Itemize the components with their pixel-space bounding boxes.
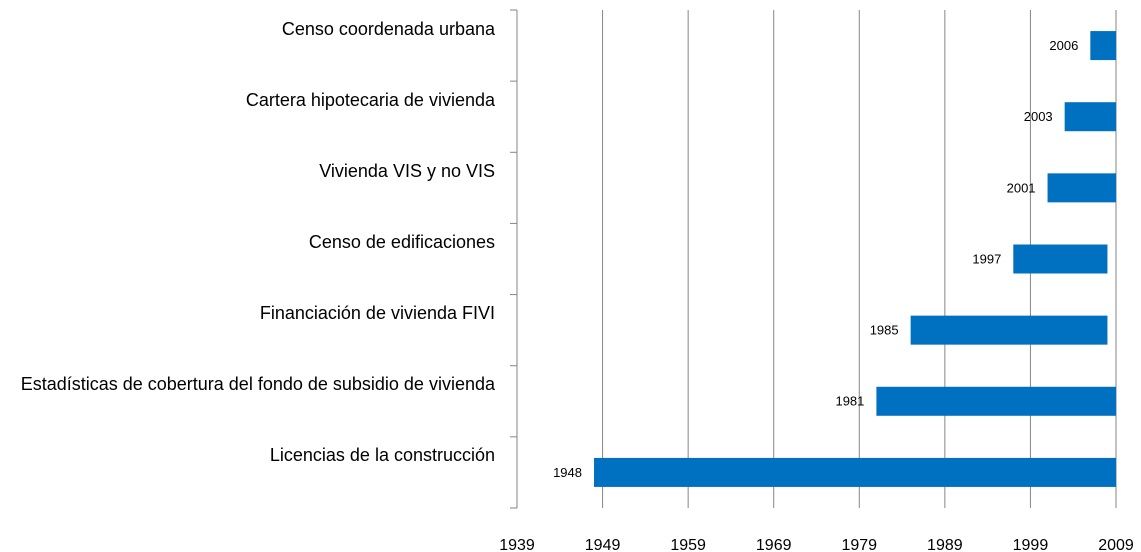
x-tick-label: 1979 xyxy=(841,537,877,552)
y-tick-label: Cartera hipotecaria de vivienda xyxy=(245,89,495,110)
value-label: 1985 xyxy=(870,323,899,338)
y-tick-label: Licencias de la construcción xyxy=(269,445,495,466)
category-label-box: Cartera hipotecaria de vivienda xyxy=(0,88,495,112)
value-label: 1997 xyxy=(972,251,1001,266)
bar xyxy=(1090,31,1116,61)
value-label: 1948 xyxy=(553,465,582,480)
category-label-box: Vivienda VIS y no VIS xyxy=(0,159,495,183)
category-label-box: Financiación de vivienda FIVI xyxy=(0,301,495,325)
y-tick-label: Vivienda VIS y no VIS xyxy=(319,160,495,181)
category-label-box: Estadísticas de cobertura del fondo de s… xyxy=(0,372,495,396)
x-tick-label: 1949 xyxy=(585,537,621,552)
x-tick-label: 1939 xyxy=(499,537,535,552)
y-tick-label: Censo de edificaciones xyxy=(308,232,495,252)
y-tick-label: Censo coordenada urbana xyxy=(281,18,495,39)
bar xyxy=(1064,102,1116,132)
bar xyxy=(1047,173,1116,203)
value-label: 2001 xyxy=(1007,180,1036,195)
bar xyxy=(1013,244,1108,274)
x-tick-label: 2009 xyxy=(1098,537,1134,552)
category-label-box: Licencias de la construcción xyxy=(0,443,495,467)
category-label-box: Censo de edificaciones xyxy=(0,230,495,254)
x-tick-label: 1999 xyxy=(1013,537,1049,552)
value-label: 2006 xyxy=(1049,38,1078,53)
value-label: 1981 xyxy=(835,394,864,409)
x-tick-label: 1989 xyxy=(927,537,963,552)
x-tick-label: 1959 xyxy=(670,537,706,552)
value-label: 2003 xyxy=(1024,109,1053,124)
bar xyxy=(910,315,1108,345)
y-tick-label: Financiación de vivienda FIVI xyxy=(259,303,495,324)
bar xyxy=(594,457,1116,487)
bar xyxy=(876,386,1116,416)
x-tick-label: 1969 xyxy=(756,537,792,552)
y-tick-label: Estadísticas de cobertura del fondo de s… xyxy=(20,374,495,395)
category-label-box: Censo coordenada urbana xyxy=(0,17,495,41)
